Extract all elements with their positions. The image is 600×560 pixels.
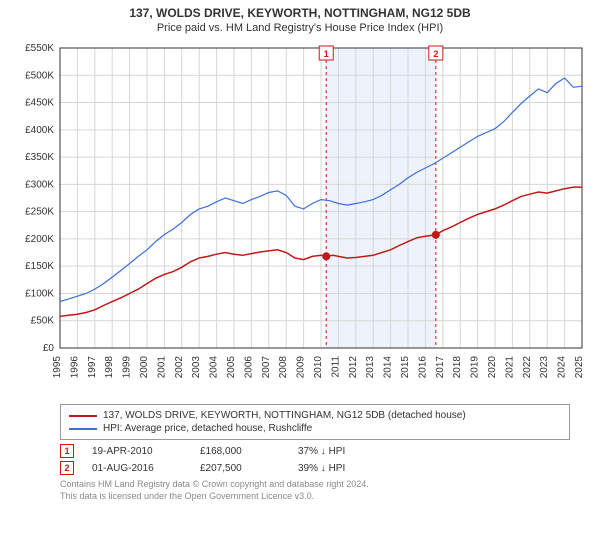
svg-text:2007: 2007 xyxy=(261,356,272,379)
svg-text:£350K: £350K xyxy=(25,152,54,163)
svg-text:2018: 2018 xyxy=(452,356,463,379)
svg-text:2010: 2010 xyxy=(313,356,324,379)
svg-text:2025: 2025 xyxy=(574,356,585,379)
svg-text:2024: 2024 xyxy=(557,356,568,379)
svg-text:£100K: £100K xyxy=(25,288,54,299)
arrow-down-icon: ↓ xyxy=(321,446,326,457)
svg-text:2003: 2003 xyxy=(191,356,202,379)
svg-text:2017: 2017 xyxy=(435,356,446,379)
svg-text:2: 2 xyxy=(433,49,438,59)
svg-text:2015: 2015 xyxy=(400,356,411,379)
legend-label: 137, WOLDS DRIVE, KEYWORTH, NOTTINGHAM, … xyxy=(103,410,466,421)
svg-text:2019: 2019 xyxy=(470,356,481,379)
svg-text:2012: 2012 xyxy=(348,356,359,379)
svg-text:2000: 2000 xyxy=(139,356,150,379)
svg-text:2009: 2009 xyxy=(296,356,307,379)
svg-text:2008: 2008 xyxy=(278,356,289,379)
sale-date: 19-APR-2010 xyxy=(92,446,182,457)
svg-text:1: 1 xyxy=(324,49,329,59)
sale-badge: 2 xyxy=(60,461,74,475)
chart-area: £0 £50K £100K £150K £200K £250K £300K £350K £400… xyxy=(8,38,592,398)
legend-label: HPI: Average price, detached house, Rush… xyxy=(103,423,312,434)
sale-row: 1 19-APR-2010 £168,000 37% ↓ HPI xyxy=(60,444,570,458)
svg-text:£150K: £150K xyxy=(25,261,54,272)
svg-text:2002: 2002 xyxy=(174,356,185,379)
svg-text:2011: 2011 xyxy=(330,356,341,378)
svg-text:£550K: £550K xyxy=(25,43,54,54)
svg-text:2013: 2013 xyxy=(365,356,376,379)
chart-title: 137, WOLDS DRIVE, KEYWORTH, NOTTINGHAM, … xyxy=(0,0,600,20)
svg-text:2014: 2014 xyxy=(383,356,394,379)
svg-text:£0: £0 xyxy=(43,343,55,354)
legend-swatch xyxy=(69,428,97,430)
svg-text:2004: 2004 xyxy=(209,356,220,379)
svg-text:£200K: £200K xyxy=(25,234,54,245)
sale-row: 2 01-AUG-2016 £207,500 39% ↓ HPI xyxy=(60,461,570,475)
sale-price: £168,000 xyxy=(200,446,280,457)
sale-badge: 1 xyxy=(60,444,74,458)
svg-text:2023: 2023 xyxy=(539,356,550,379)
svg-text:2016: 2016 xyxy=(417,356,428,379)
svg-text:£450K: £450K xyxy=(25,98,54,109)
sale-pct: 39% ↓ HPI xyxy=(298,463,345,474)
svg-text:2021: 2021 xyxy=(504,356,515,379)
line-chart: £0 £50K £100K £150K £200K £250K £300K £350K £400… xyxy=(8,38,592,398)
sale-pct: 37% ↓ HPI xyxy=(298,446,345,457)
svg-text:£250K: £250K xyxy=(25,207,54,218)
footer-attribution: Contains HM Land Registry data © Crown c… xyxy=(60,479,570,502)
svg-text:£400K: £400K xyxy=(25,125,54,136)
legend: 137, WOLDS DRIVE, KEYWORTH, NOTTINGHAM, … xyxy=(60,404,570,440)
svg-text:1999: 1999 xyxy=(122,356,133,379)
chart-subtitle: Price paid vs. HM Land Registry's House … xyxy=(0,20,600,38)
legend-item: 137, WOLDS DRIVE, KEYWORTH, NOTTINGHAM, … xyxy=(69,409,561,422)
sale-date: 01-AUG-2016 xyxy=(92,463,182,474)
svg-text:2022: 2022 xyxy=(522,356,533,379)
svg-text:1998: 1998 xyxy=(104,356,115,379)
svg-text:£300K: £300K xyxy=(25,179,54,190)
legend-swatch xyxy=(69,415,97,417)
svg-text:2001: 2001 xyxy=(156,356,167,379)
svg-text:1995: 1995 xyxy=(52,356,63,379)
svg-text:1996: 1996 xyxy=(69,356,80,379)
svg-text:1997: 1997 xyxy=(87,356,98,379)
svg-text:2020: 2020 xyxy=(487,356,498,379)
svg-text:2006: 2006 xyxy=(243,356,254,379)
legend-item: HPI: Average price, detached house, Rush… xyxy=(69,422,561,435)
svg-text:£50K: £50K xyxy=(31,316,55,327)
arrow-down-icon: ↓ xyxy=(321,463,326,474)
svg-text:£500K: £500K xyxy=(25,70,54,81)
svg-text:2005: 2005 xyxy=(226,356,237,379)
sale-price: £207,500 xyxy=(200,463,280,474)
